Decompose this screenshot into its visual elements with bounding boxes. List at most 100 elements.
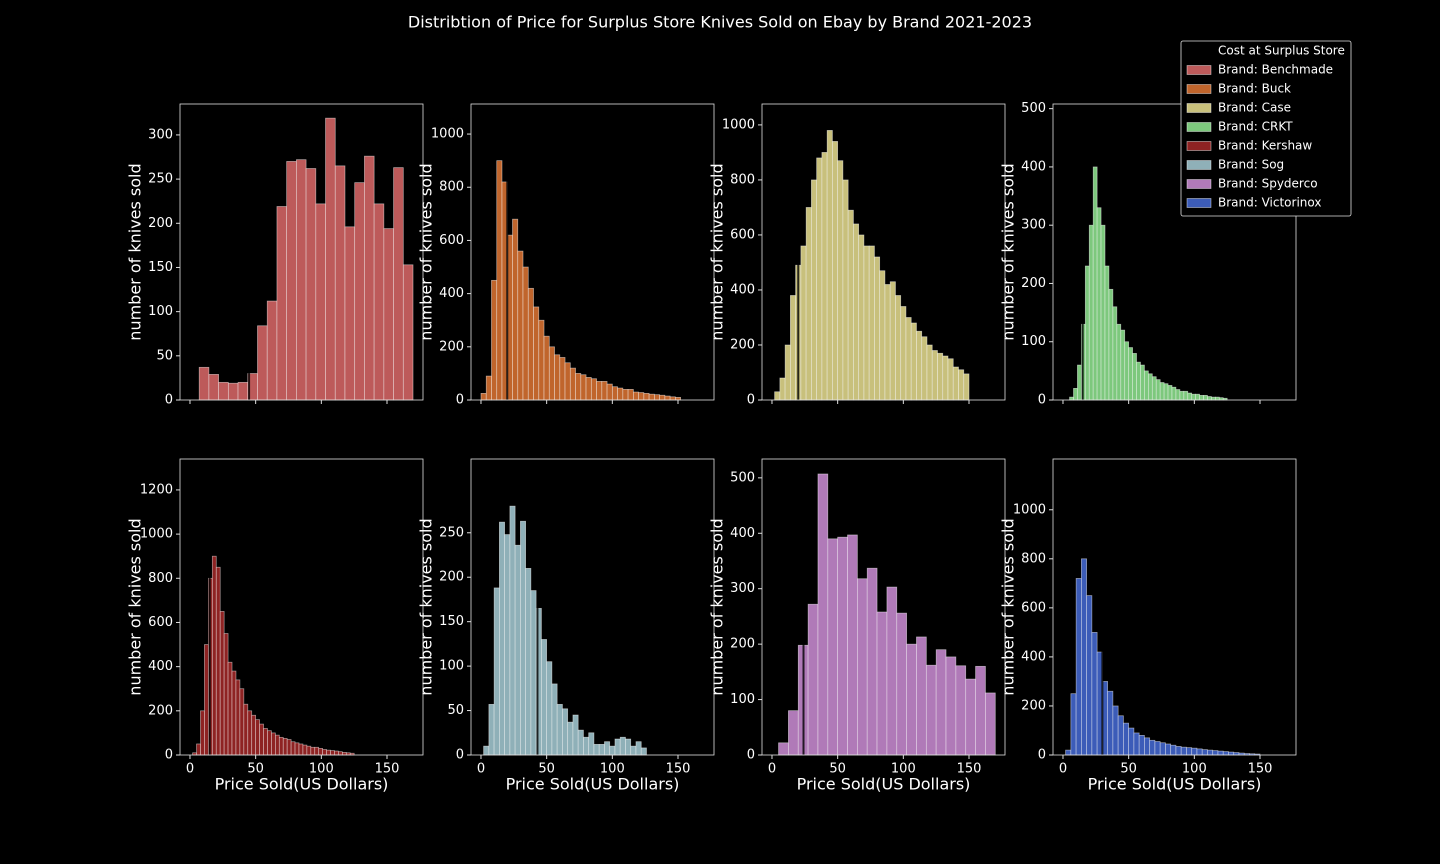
histogram-bar bbox=[517, 250, 524, 401]
histogram-bar bbox=[598, 743, 605, 756]
y-tick-label: 200 bbox=[439, 570, 464, 585]
histogram-bar bbox=[286, 739, 292, 756]
histogram-bar bbox=[640, 747, 647, 756]
histogram-bar bbox=[562, 708, 569, 756]
axes-frame bbox=[470, 458, 715, 756]
histogram-bar bbox=[617, 387, 624, 401]
histogram-bar bbox=[1133, 732, 1140, 756]
y-tick-label: 1200 bbox=[140, 482, 173, 497]
histogram-bar bbox=[837, 536, 848, 756]
histogram-bar bbox=[231, 670, 237, 756]
histogram-bar bbox=[884, 284, 891, 401]
histogram-bar bbox=[247, 710, 253, 756]
y-tick-label: 400 bbox=[730, 526, 755, 541]
histogram-bar bbox=[945, 656, 957, 756]
histogram-bar bbox=[296, 159, 307, 401]
histogram-bar bbox=[564, 362, 571, 401]
histogram-bar bbox=[965, 678, 976, 756]
histogram-bar bbox=[314, 746, 320, 756]
y-tick-label: 150 bbox=[439, 614, 464, 629]
histogram-bar bbox=[826, 130, 833, 401]
histogram-bar bbox=[208, 374, 219, 401]
histogram-bar bbox=[334, 750, 339, 756]
x-tick-label: 0 bbox=[477, 762, 485, 777]
histogram-bar bbox=[546, 661, 553, 756]
histogram-bar bbox=[480, 393, 487, 401]
histogram-bar bbox=[585, 377, 592, 401]
y-tick-label: 1000 bbox=[1013, 502, 1046, 517]
subplot: 0 200 400 600 800 1000 number of knives sold bbox=[708, 103, 1006, 408]
histogram-bar bbox=[1104, 265, 1110, 401]
y-tick-label: 200 bbox=[148, 216, 173, 231]
histogram-bar bbox=[910, 322, 917, 401]
y-tick-label: 0 bbox=[456, 748, 464, 763]
histogram-bar bbox=[1112, 306, 1118, 401]
histogram-bar bbox=[200, 710, 205, 756]
histogram-bar bbox=[1069, 396, 1074, 401]
legend-label: Brand: Buck bbox=[1218, 82, 1291, 96]
legend-swatch bbox=[1186, 160, 1212, 170]
axes-frame bbox=[761, 103, 1006, 401]
histogram-bar bbox=[985, 692, 996, 756]
x-axis-label: Price Sold(US Dollars) bbox=[506, 775, 680, 794]
histogram-bar bbox=[263, 728, 268, 756]
histogram-bar bbox=[393, 167, 404, 401]
histogram-bar bbox=[942, 355, 949, 401]
y-tick-label: 0 bbox=[747, 393, 755, 408]
histogram-bar bbox=[223, 633, 229, 756]
histogram-bar bbox=[520, 520, 526, 756]
histogram-bar bbox=[1092, 166, 1098, 401]
y-tick-label: 0 bbox=[165, 748, 173, 763]
histogram-bar bbox=[496, 160, 503, 401]
x-tick-label: 50 bbox=[538, 762, 555, 777]
y-tick-label: 600 bbox=[439, 233, 464, 248]
axes-frame bbox=[179, 103, 424, 401]
legend-label: Brand: Benchmade bbox=[1218, 63, 1333, 77]
histogram-bar bbox=[310, 746, 316, 756]
histogram-bar bbox=[925, 664, 937, 756]
x-tick-label: 150 bbox=[375, 762, 400, 777]
y-axis-label: number of knives sold bbox=[999, 163, 1018, 340]
histogram-bar bbox=[525, 567, 532, 756]
legend-label: Brand: Kershaw bbox=[1218, 139, 1312, 153]
y-tick-label: 200 bbox=[148, 703, 173, 718]
histogram-bar bbox=[896, 612, 907, 756]
histogram-bar bbox=[1124, 341, 1130, 401]
histogram-bar bbox=[569, 367, 576, 401]
histogram-bar bbox=[630, 745, 637, 756]
histogram-bar bbox=[1207, 396, 1212, 401]
y-tick-label: 50 bbox=[156, 348, 173, 363]
histogram-bar bbox=[1179, 390, 1185, 401]
histogram-bar bbox=[1186, 747, 1193, 756]
histogram-bar bbox=[1108, 288, 1114, 401]
histogram-bar bbox=[567, 721, 574, 756]
y-tick-label: 1000 bbox=[722, 117, 755, 132]
histogram-bar bbox=[1159, 742, 1166, 756]
legend-label: Brand: Case bbox=[1218, 101, 1291, 115]
histogram-bar bbox=[1144, 737, 1151, 756]
histogram-bar bbox=[975, 665, 986, 756]
y-tick-label: 300 bbox=[148, 127, 173, 142]
histogram-bar bbox=[530, 590, 537, 756]
histogram-bar bbox=[811, 179, 817, 401]
y-tick-label: 1000 bbox=[431, 127, 464, 142]
histogram-bar bbox=[1096, 207, 1102, 401]
histogram-bar bbox=[294, 742, 300, 756]
histogram-bar bbox=[588, 732, 595, 756]
y-tick-label: 400 bbox=[148, 659, 173, 674]
histogram-bar bbox=[227, 382, 239, 401]
histogram-bar bbox=[889, 281, 896, 401]
histogram-bar bbox=[239, 688, 245, 756]
histogram-bar bbox=[354, 182, 365, 401]
x-tick-label: 50 bbox=[247, 762, 264, 777]
histogram-bar bbox=[1132, 353, 1137, 401]
legend-swatch bbox=[1186, 122, 1212, 132]
histogram-bar bbox=[227, 661, 233, 756]
histogram-bar bbox=[325, 117, 336, 401]
histogram-bar bbox=[1149, 739, 1156, 756]
histogram-bar bbox=[383, 228, 394, 401]
histogram-bar bbox=[580, 374, 587, 401]
histogram-bar bbox=[659, 394, 666, 401]
histogram-bar bbox=[1215, 396, 1220, 401]
legend-label: Brand: CRKT bbox=[1218, 120, 1293, 134]
